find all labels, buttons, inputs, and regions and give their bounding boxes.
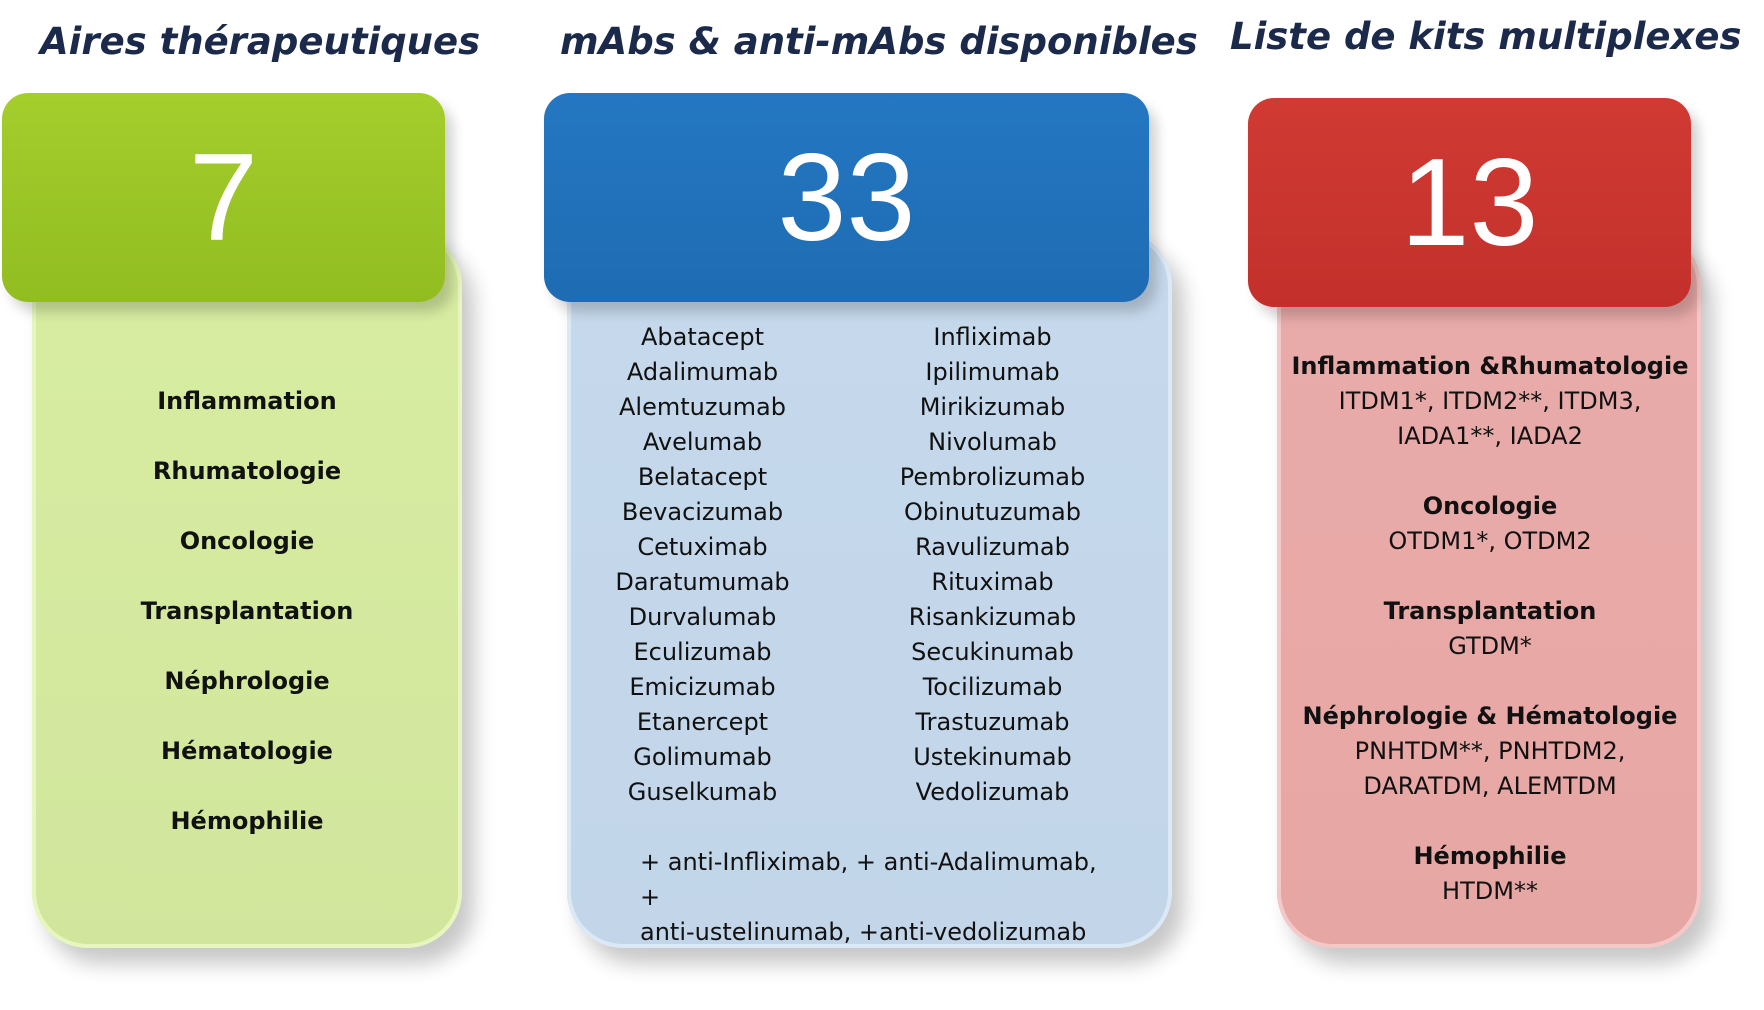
mab-item: Trastuzumab [915,708,1070,736]
kits-title: Liste de kits multiplexes [1230,15,1742,58]
mab-item: Bevacizumab [621,498,784,526]
kit-line: DARATDM, ALEMTDM [1363,772,1617,800]
mab-item: Rituximab [931,568,1054,596]
mab-item: Daratumumab [615,568,790,596]
area-item: Inflammation [157,387,337,415]
mab-item: Ravulizumab [915,533,1070,561]
mab-item: Emicizumab [629,673,776,701]
area-item: Rhumatologie [152,457,342,485]
mabs-title: mAbs & anti-mAbs disponibles [560,20,1198,63]
mab-item: Ipilimumab [925,358,1060,386]
mab-item: Guselkumab [627,778,778,806]
area-item: Oncologie [179,527,315,555]
mab-item: Belatacept [637,463,768,491]
mab-item: Tocilizumab [922,673,1063,701]
mab-item: Infliximab [933,323,1052,351]
mab-item: Etanercept [636,708,769,736]
mab-item: Ustekinumab [913,743,1072,771]
mab-item: Cetuximab [637,533,768,561]
mab-item: Secukinumab [911,638,1074,666]
mab-item: Obinutuzumab [904,498,1081,526]
mab-item: Abatacept [640,323,765,351]
therapeutic-areas-count: 7 [189,128,258,267]
mab-item: Avelumab [642,428,763,456]
therapeutic-areas-title: Aires thérapeutiques [40,20,481,63]
kit-line: HTDM** [1442,877,1538,905]
kit-group: Inflammation &Rhumatologie ITDM1*, ITDM2… [1280,349,1700,454]
anti-mabs-line: + anti-Infliximab, + anti-Adalimumab, + [640,848,1097,911]
kit-line: IADA1**, IADA2 [1397,422,1583,450]
kit-line: PNHTDM**, PNHTDM2, [1354,737,1626,765]
anti-mabs-note: + anti-Infliximab, + anti-Adalimumab, + … [640,845,1110,950]
mab-item: Golimumab [633,743,772,771]
kit-group: Transplantation GTDM* [1280,594,1700,664]
kit-group-name: Transplantation [1383,597,1597,625]
kits-list: Inflammation &Rhumatologie ITDM1*, ITDM2… [1280,349,1700,944]
kits-card [1277,230,1701,948]
kits-count: 13 [1400,133,1539,272]
area-item: Transplantation [140,597,354,625]
kit-line: OTDM1*, OTDM2 [1388,527,1592,555]
mab-item: Vedolizumab [915,778,1070,806]
area-item: Hémophilie [170,807,324,835]
mabs-list-left: Abatacept Adalimumab Alemtuzumab Aveluma… [600,320,805,810]
therapeutic-areas-count-header: 7 [2,93,445,302]
kits-count-header: 13 [1248,98,1691,307]
therapeutic-areas-list: Inflammation Rhumatologie Oncologie Tran… [32,383,462,873]
mabs-count-header: 33 [544,93,1149,302]
mab-item: Alemtuzumab [619,393,786,421]
mab-item: Pembrolizumab [899,463,1086,491]
area-item: Hématologie [161,737,333,765]
mab-item: Mirikizumab [919,393,1066,421]
kit-group: Hémophilie HTDM** [1280,839,1700,909]
kit-group-name: Oncologie [1422,492,1558,520]
mab-item: Eculizumab [633,638,772,666]
kit-group-name: Inflammation &Rhumatologie [1291,352,1689,380]
mab-item: Risankizumab [908,603,1077,631]
kit-group: Néphrologie & Hématologie PNHTDM**, PNHT… [1280,699,1700,804]
mab-item: Durvalumab [628,603,777,631]
area-item: Néphrologie [164,667,330,695]
kit-line: ITDM1*, ITDM2**, ITDM3, [1338,387,1642,415]
kit-line: GTDM* [1448,632,1532,660]
anti-mabs-line: anti-ustelinumab, +anti-vedolizumab [640,918,1087,946]
kit-group-name: Hémophilie [1413,842,1567,870]
mab-item: Adalimumab [626,358,779,386]
mabs-count: 33 [777,128,916,267]
therapeutic-areas-card [32,230,462,948]
mab-item: Nivolumab [928,428,1057,456]
kit-group-name: Néphrologie & Hématologie [1302,702,1678,730]
mabs-list-right: Infliximab Ipilimumab Mirikizumab Nivolu… [880,320,1105,810]
kit-group: Oncologie OTDM1*, OTDM2 [1280,489,1700,559]
mabs-card [567,230,1172,948]
